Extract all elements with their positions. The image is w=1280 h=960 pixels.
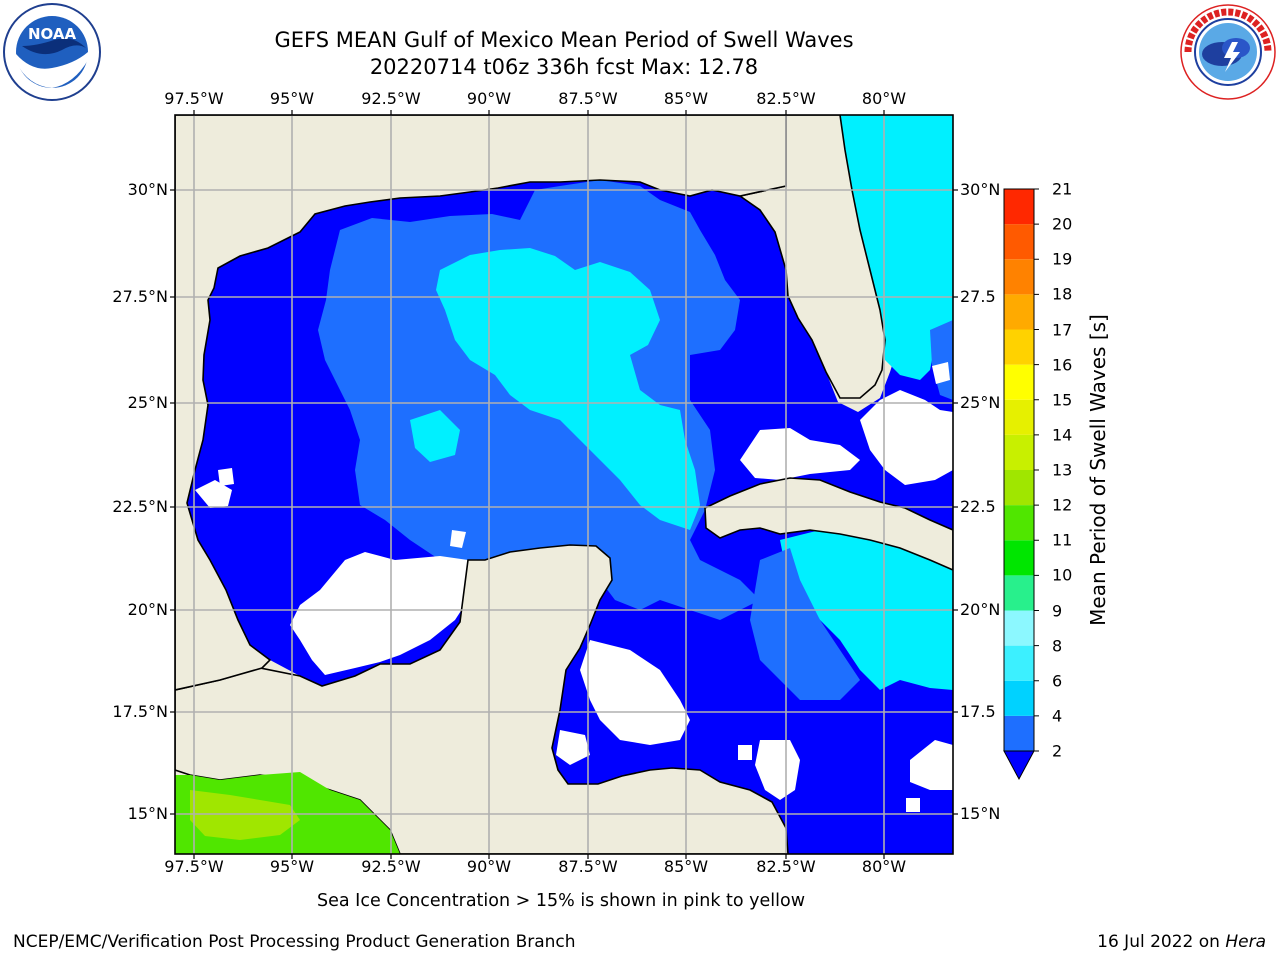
lat-tick-right: 17.5 <box>960 702 996 721</box>
colorbar-segment <box>1004 224 1034 260</box>
colorbar <box>1003 188 1039 781</box>
lon-tick-top: 87.5°W <box>558 89 618 108</box>
colorbar-title: Mean Period of Swell Waves [s] <box>1086 314 1110 626</box>
colorbar-label: 4 <box>1052 706 1063 726</box>
colorbar-label: 8 <box>1052 636 1063 656</box>
colorbar-label: 13 <box>1052 460 1073 480</box>
graticule <box>175 115 953 854</box>
colorbar-segment <box>1004 610 1034 646</box>
swell-band-4-6-central <box>436 248 700 530</box>
lon-tick-top: 92.5°W <box>361 89 421 108</box>
colorbar-label: 17 <box>1052 320 1073 339</box>
lon-tick-bottom: 97.5°W <box>164 857 224 876</box>
lon-tick-top: 95°W <box>269 89 315 108</box>
nws-logo-icon <box>1180 4 1276 100</box>
colorbar-label: 21 <box>1052 179 1073 199</box>
colorbar-extend-arrow <box>1003 750 1035 781</box>
host-name: Hera <box>1225 932 1266 952</box>
swell-band-atlantic <box>840 115 953 380</box>
colorbar-label: 16 <box>1052 355 1073 375</box>
lat-tick-right: 25°N <box>960 393 1001 412</box>
colorbar-label: 9 <box>1052 601 1063 620</box>
pacific-yellow-region <box>190 790 300 840</box>
colorbar-label: 15 <box>1052 390 1073 410</box>
noaa-logo-icon: NOAA <box>3 3 101 101</box>
tick-marks <box>170 110 958 859</box>
no-data-zones <box>195 362 953 812</box>
colorbar-label: 19 <box>1052 249 1073 269</box>
colorbar-segment <box>1004 470 1034 506</box>
lat-tick-left: 20°N <box>127 600 168 619</box>
colorbar-segment <box>1004 645 1034 681</box>
florida-peninsula <box>738 115 886 399</box>
lat-tick-right: 27.5 <box>960 287 996 306</box>
map-frame <box>174 114 954 855</box>
lat-tick-left: 27.5°N <box>112 287 168 306</box>
lon-tick-top: 97.5°W <box>164 89 224 108</box>
noaa-logo-text: NOAA <box>28 25 77 43</box>
colorbar-label: 18 <box>1052 284 1073 304</box>
colorbar-segment <box>1004 575 1034 611</box>
sea-ice-note: Sea Ice Concentration > 15% is shown in … <box>317 891 806 911</box>
lon-tick-bottom: 90°W <box>466 857 512 876</box>
colorbar-segment <box>1004 715 1034 751</box>
lon-tick-bottom: 85°W <box>663 857 709 876</box>
colorbar-segment <box>1004 680 1034 716</box>
date-text: 16 Jul 2022 on <box>1097 932 1226 952</box>
swell-band-caribbean <box>780 528 953 690</box>
colorbar-label: 20 <box>1052 214 1073 234</box>
map-subtitle: 20220714 t06z 336h fcst Max: 12.78 <box>369 55 759 79</box>
colorbar-segment <box>1004 434 1034 470</box>
cuba-island <box>704 477 953 571</box>
colorbar-label: 10 <box>1052 565 1073 585</box>
swell-band-4-6-west <box>410 410 460 462</box>
colorbar-segment <box>1004 505 1034 541</box>
colorbar-label: 2 <box>1052 741 1063 761</box>
colorbar-label: 12 <box>1052 495 1073 515</box>
colorbar-segment <box>1004 259 1034 295</box>
lat-tick-left: 30°N <box>127 180 168 199</box>
colorbar-label: 11 <box>1052 530 1073 550</box>
lon-tick-top: 90°W <box>466 89 512 108</box>
lat-tick-left: 17.5°N <box>112 702 168 721</box>
lon-tick-top: 82.5°W <box>756 89 816 108</box>
yucatan-peninsula <box>175 544 789 854</box>
lon-tick-bottom: 92.5°W <box>361 857 421 876</box>
swell-band-caribbean-light <box>750 548 860 700</box>
credit-text: NCEP/EMC/Verification Post Processing Pr… <box>13 932 576 952</box>
lat-tick-right: 30°N <box>960 180 1001 199</box>
lat-tick-left: 15°N <box>127 804 168 823</box>
landmasses <box>175 115 953 854</box>
lon-tick-top: 80°W <box>861 89 907 108</box>
colorbar-segment <box>1004 189 1034 225</box>
date-stamp: 16 Jul 2022 on Hera <box>1097 932 1266 952</box>
colorbar-label: 14 <box>1052 425 1073 445</box>
map-title: GEFS MEAN Gulf of Mexico Mean Period of … <box>274 28 854 52</box>
lat-tick-right: 15°N <box>960 804 1001 823</box>
us-gulf-coast <box>175 115 787 691</box>
colorbar-segment <box>1004 399 1034 435</box>
lon-tick-bottom: 87.5°W <box>558 857 618 876</box>
lat-tick-right: 22.5 <box>960 497 996 516</box>
colorbar-segment <box>1004 294 1034 330</box>
lon-tick-top: 85°W <box>663 89 709 108</box>
lon-tick-bottom: 82.5°W <box>756 857 816 876</box>
colorbar-segment <box>1004 329 1034 365</box>
lon-tick-bottom: 95°W <box>269 857 315 876</box>
lat-tick-left: 25°N <box>127 393 168 412</box>
lat-tick-right: 20°N <box>960 600 1001 619</box>
colorbar-segment <box>1004 540 1034 576</box>
colorbar-label: 6 <box>1052 671 1063 691</box>
lat-tick-left: 22.5°N <box>112 497 168 516</box>
lon-tick-bottom: 80°W <box>861 857 907 876</box>
colorbar-segment <box>1004 364 1034 400</box>
